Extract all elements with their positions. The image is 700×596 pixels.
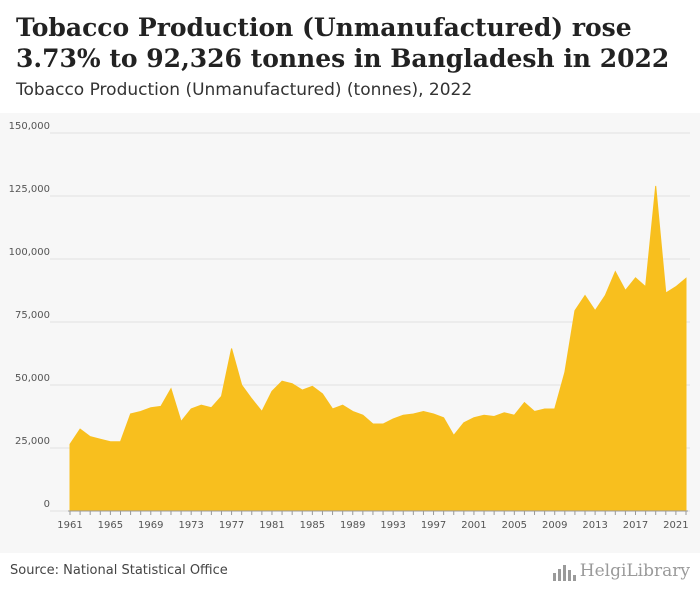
y-tick-label: 125,000 (9, 184, 50, 195)
logo-bars-icon (552, 561, 576, 581)
x-tick-label: 1989 (340, 520, 365, 531)
x-tick-label: 2001 (461, 520, 486, 531)
area-chart: 1961 1965 1969 1973 1977 1981 1985 1989 1993 1997… (9, 121, 690, 531)
tobacco-production-area (69, 185, 687, 512)
series-area (69, 185, 687, 512)
x-tick-label: 2009 (542, 520, 567, 531)
x-tick-label: 1969 (138, 520, 163, 531)
chart-title: Tobacco Production (Unmanufactured) rose… (16, 13, 670, 73)
x-tick-label: 1985 (300, 520, 325, 531)
source-note: Source: National Statistical Office (10, 563, 228, 578)
chart-subtitle: Tobacco Production (Unmanufactured) (ton… (16, 80, 473, 100)
x-tick-label: 2005 (502, 520, 527, 531)
helgi-library-logo: HelgiLibrary (552, 559, 690, 583)
x-tick-label: 2021 (663, 520, 688, 531)
y-axis: 0 25,000 50,000 75,000 100,000 125,000 150,000 (9, 121, 50, 510)
y-tick-label: 100,000 (9, 247, 50, 258)
logo-text: HelgiLibrary (579, 561, 690, 581)
x-tick-label: 1993 (380, 520, 405, 531)
x-tick-label: 2013 (582, 520, 607, 531)
y-tick-label: 75,000 (15, 310, 50, 321)
x-tick-label: 1961 (57, 520, 82, 531)
chart-footer: Source: National Statistical Office Helg… (0, 553, 700, 596)
y-tick-label: 50,000 (15, 373, 50, 384)
x-tick-label: 1977 (219, 520, 244, 531)
x-axis: 1961 1965 1969 1973 1977 1981 1985 1989 1993 1997… (57, 510, 689, 531)
y-tick-label: 25,000 (15, 436, 50, 447)
x-tick-label: 1973 (178, 520, 203, 531)
y-tick-label: 150,000 (9, 121, 50, 132)
y-tick-label: 0 (44, 499, 50, 510)
x-tick-label: 1981 (259, 520, 284, 531)
chart-header: Tobacco Production (Unmanufactured) rose… (0, 0, 700, 113)
x-tick-label: 1997 (421, 520, 446, 531)
x-tick-label: 1965 (98, 520, 123, 531)
x-tick-label: 2017 (623, 520, 648, 531)
